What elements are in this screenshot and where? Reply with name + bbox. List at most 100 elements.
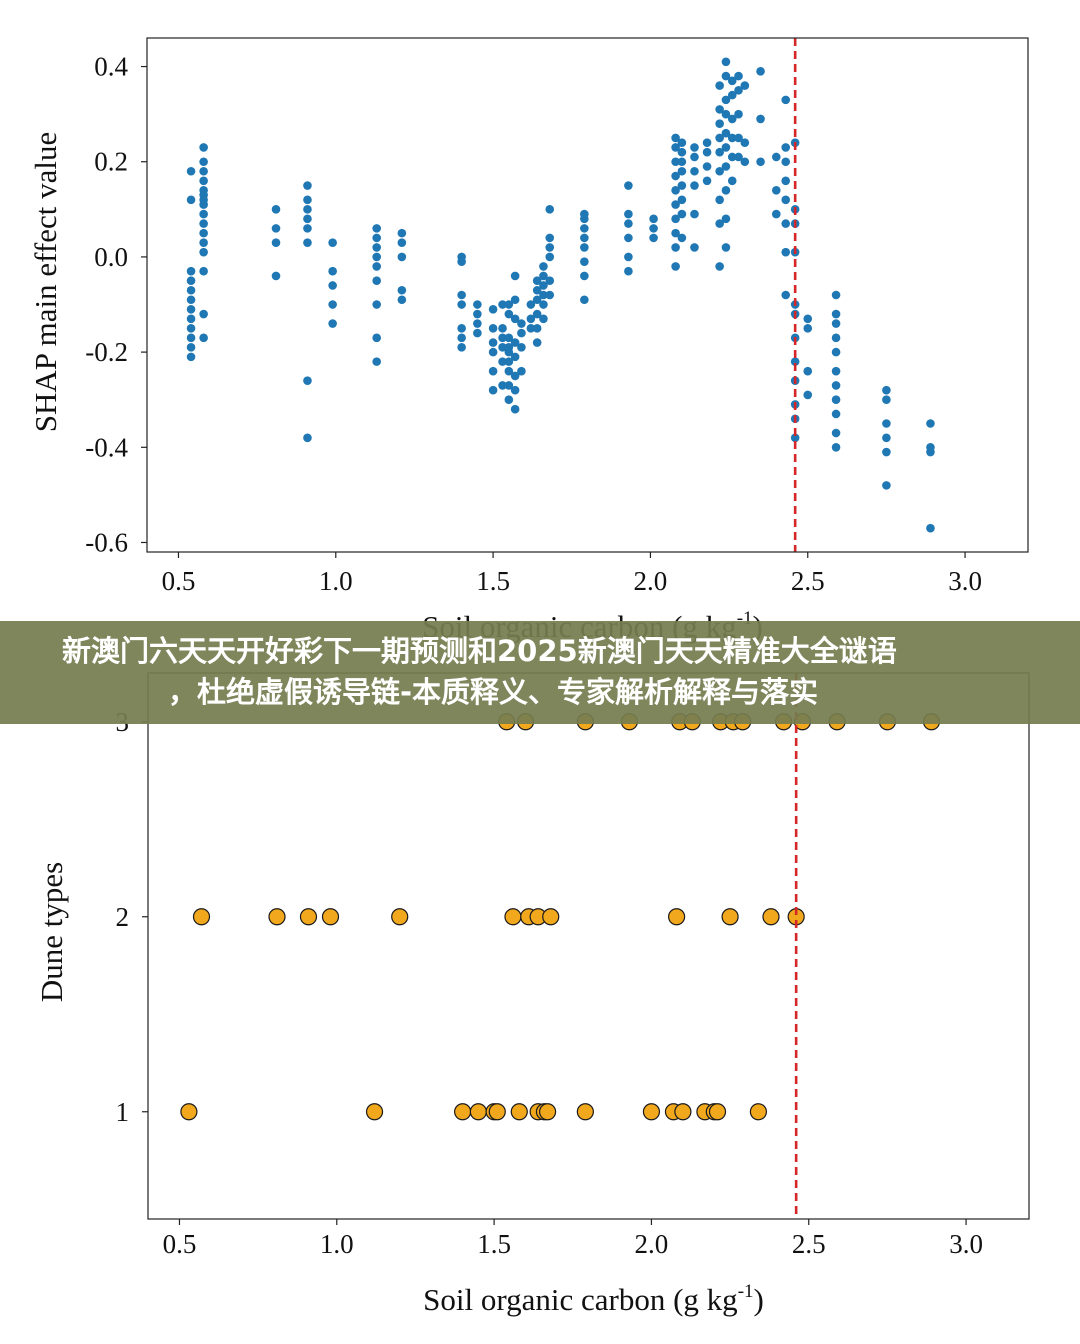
data-point — [580, 233, 589, 243]
data-point — [457, 290, 466, 300]
x-axis-label-close: ) — [754, 1282, 764, 1317]
data-point — [303, 195, 312, 205]
y-axis-label: Dune types — [34, 862, 69, 1002]
data-point — [510, 371, 520, 381]
data-point — [803, 366, 813, 376]
y-axis-ticks: 321 — [116, 707, 148, 1127]
data-point — [715, 133, 724, 143]
data-point — [727, 152, 737, 162]
y-tick-label: 1 — [116, 1097, 130, 1127]
data-point — [671, 171, 680, 181]
data-point — [734, 152, 743, 162]
data-point — [677, 209, 687, 219]
data-point — [526, 300, 536, 309]
data-point — [721, 243, 731, 252]
data-point — [624, 252, 633, 262]
data-point — [715, 262, 724, 271]
data-point — [576, 1103, 594, 1121]
data-point — [671, 185, 680, 195]
data-point — [771, 209, 781, 219]
data-point — [498, 300, 507, 309]
data-point — [580, 257, 589, 266]
data-point — [186, 304, 196, 314]
x-tick-label: 1.0 — [319, 566, 353, 596]
data-point — [328, 238, 337, 247]
y-axis-label: SHAP main effect value — [28, 132, 63, 432]
data-point — [642, 1103, 661, 1121]
data-point — [762, 908, 780, 926]
x-tick-label: 1.0 — [320, 1229, 354, 1259]
data-point — [771, 152, 781, 162]
data-point — [199, 219, 208, 228]
data-point — [580, 295, 589, 305]
data-point — [488, 1103, 506, 1121]
data-point — [303, 205, 312, 214]
data-point — [469, 1103, 487, 1121]
y-tick-label: 0.2 — [94, 147, 128, 177]
data-point — [671, 143, 680, 152]
data-point — [372, 252, 381, 262]
data-point — [488, 338, 498, 347]
data-point — [397, 252, 407, 262]
data-point — [882, 481, 891, 490]
data-point — [186, 276, 196, 286]
data-point — [199, 266, 208, 276]
y-tick-label: -0.4 — [85, 432, 128, 462]
data-point — [545, 276, 555, 286]
data-point — [199, 166, 208, 176]
data-point — [186, 333, 196, 343]
data-point — [882, 385, 891, 395]
data-point — [538, 1103, 557, 1121]
data-point — [180, 1103, 198, 1121]
data-point — [504, 381, 514, 390]
data-point — [671, 133, 680, 143]
data-point — [303, 433, 312, 443]
data-point — [504, 395, 514, 405]
data-point — [690, 181, 699, 190]
data-point — [771, 185, 781, 195]
data-point — [199, 176, 208, 186]
data-point — [671, 243, 680, 252]
data-point — [539, 271, 548, 281]
data-point — [740, 157, 750, 167]
data-point — [715, 81, 724, 90]
x-tick-label: 2.0 — [634, 566, 668, 596]
data-point — [199, 333, 208, 343]
data-point — [727, 133, 737, 143]
data-point — [303, 238, 312, 247]
data-point — [781, 195, 791, 205]
data-point — [690, 166, 699, 176]
data-point — [532, 338, 542, 347]
data-point — [790, 433, 800, 443]
data-point — [727, 176, 737, 186]
data-point — [926, 442, 935, 452]
data-point — [199, 247, 208, 257]
data-point — [734, 86, 743, 95]
data-point — [488, 347, 498, 357]
data-point — [199, 185, 208, 195]
data-point — [727, 90, 737, 100]
data-point — [457, 324, 466, 333]
data-point — [781, 219, 791, 228]
data-point — [457, 252, 466, 262]
data-point — [186, 266, 196, 276]
x-tick-label: 3.0 — [949, 1229, 983, 1259]
data-point — [186, 195, 196, 205]
data-point — [624, 219, 633, 228]
data-point — [303, 224, 312, 233]
data-point — [510, 1103, 528, 1121]
x-axis-ticks: 0.5 1.0 1.5 2.0 2.5 3.0 — [162, 552, 982, 596]
data-point — [781, 290, 791, 300]
y-tick-label: 2 — [116, 902, 130, 932]
data-point — [831, 428, 841, 438]
data-point — [831, 366, 841, 376]
data-point — [545, 252, 555, 262]
data-point — [677, 195, 687, 205]
data-point — [708, 1103, 727, 1121]
data-point — [671, 262, 680, 271]
y-axis-ticks: 0.4 0.2 0.0 -0.2 -0.4 -0.6 — [85, 52, 147, 557]
shap-effect-panel: 0.5 1.0 1.5 2.0 2.5 3.0 0.4 0.2 0.0 -0.2 -0.4 -0.6… — [28, 37, 1029, 644]
data-point — [882, 433, 891, 443]
x-axis-label-superscript: -1 — [738, 1281, 754, 1302]
data-point — [677, 157, 687, 167]
